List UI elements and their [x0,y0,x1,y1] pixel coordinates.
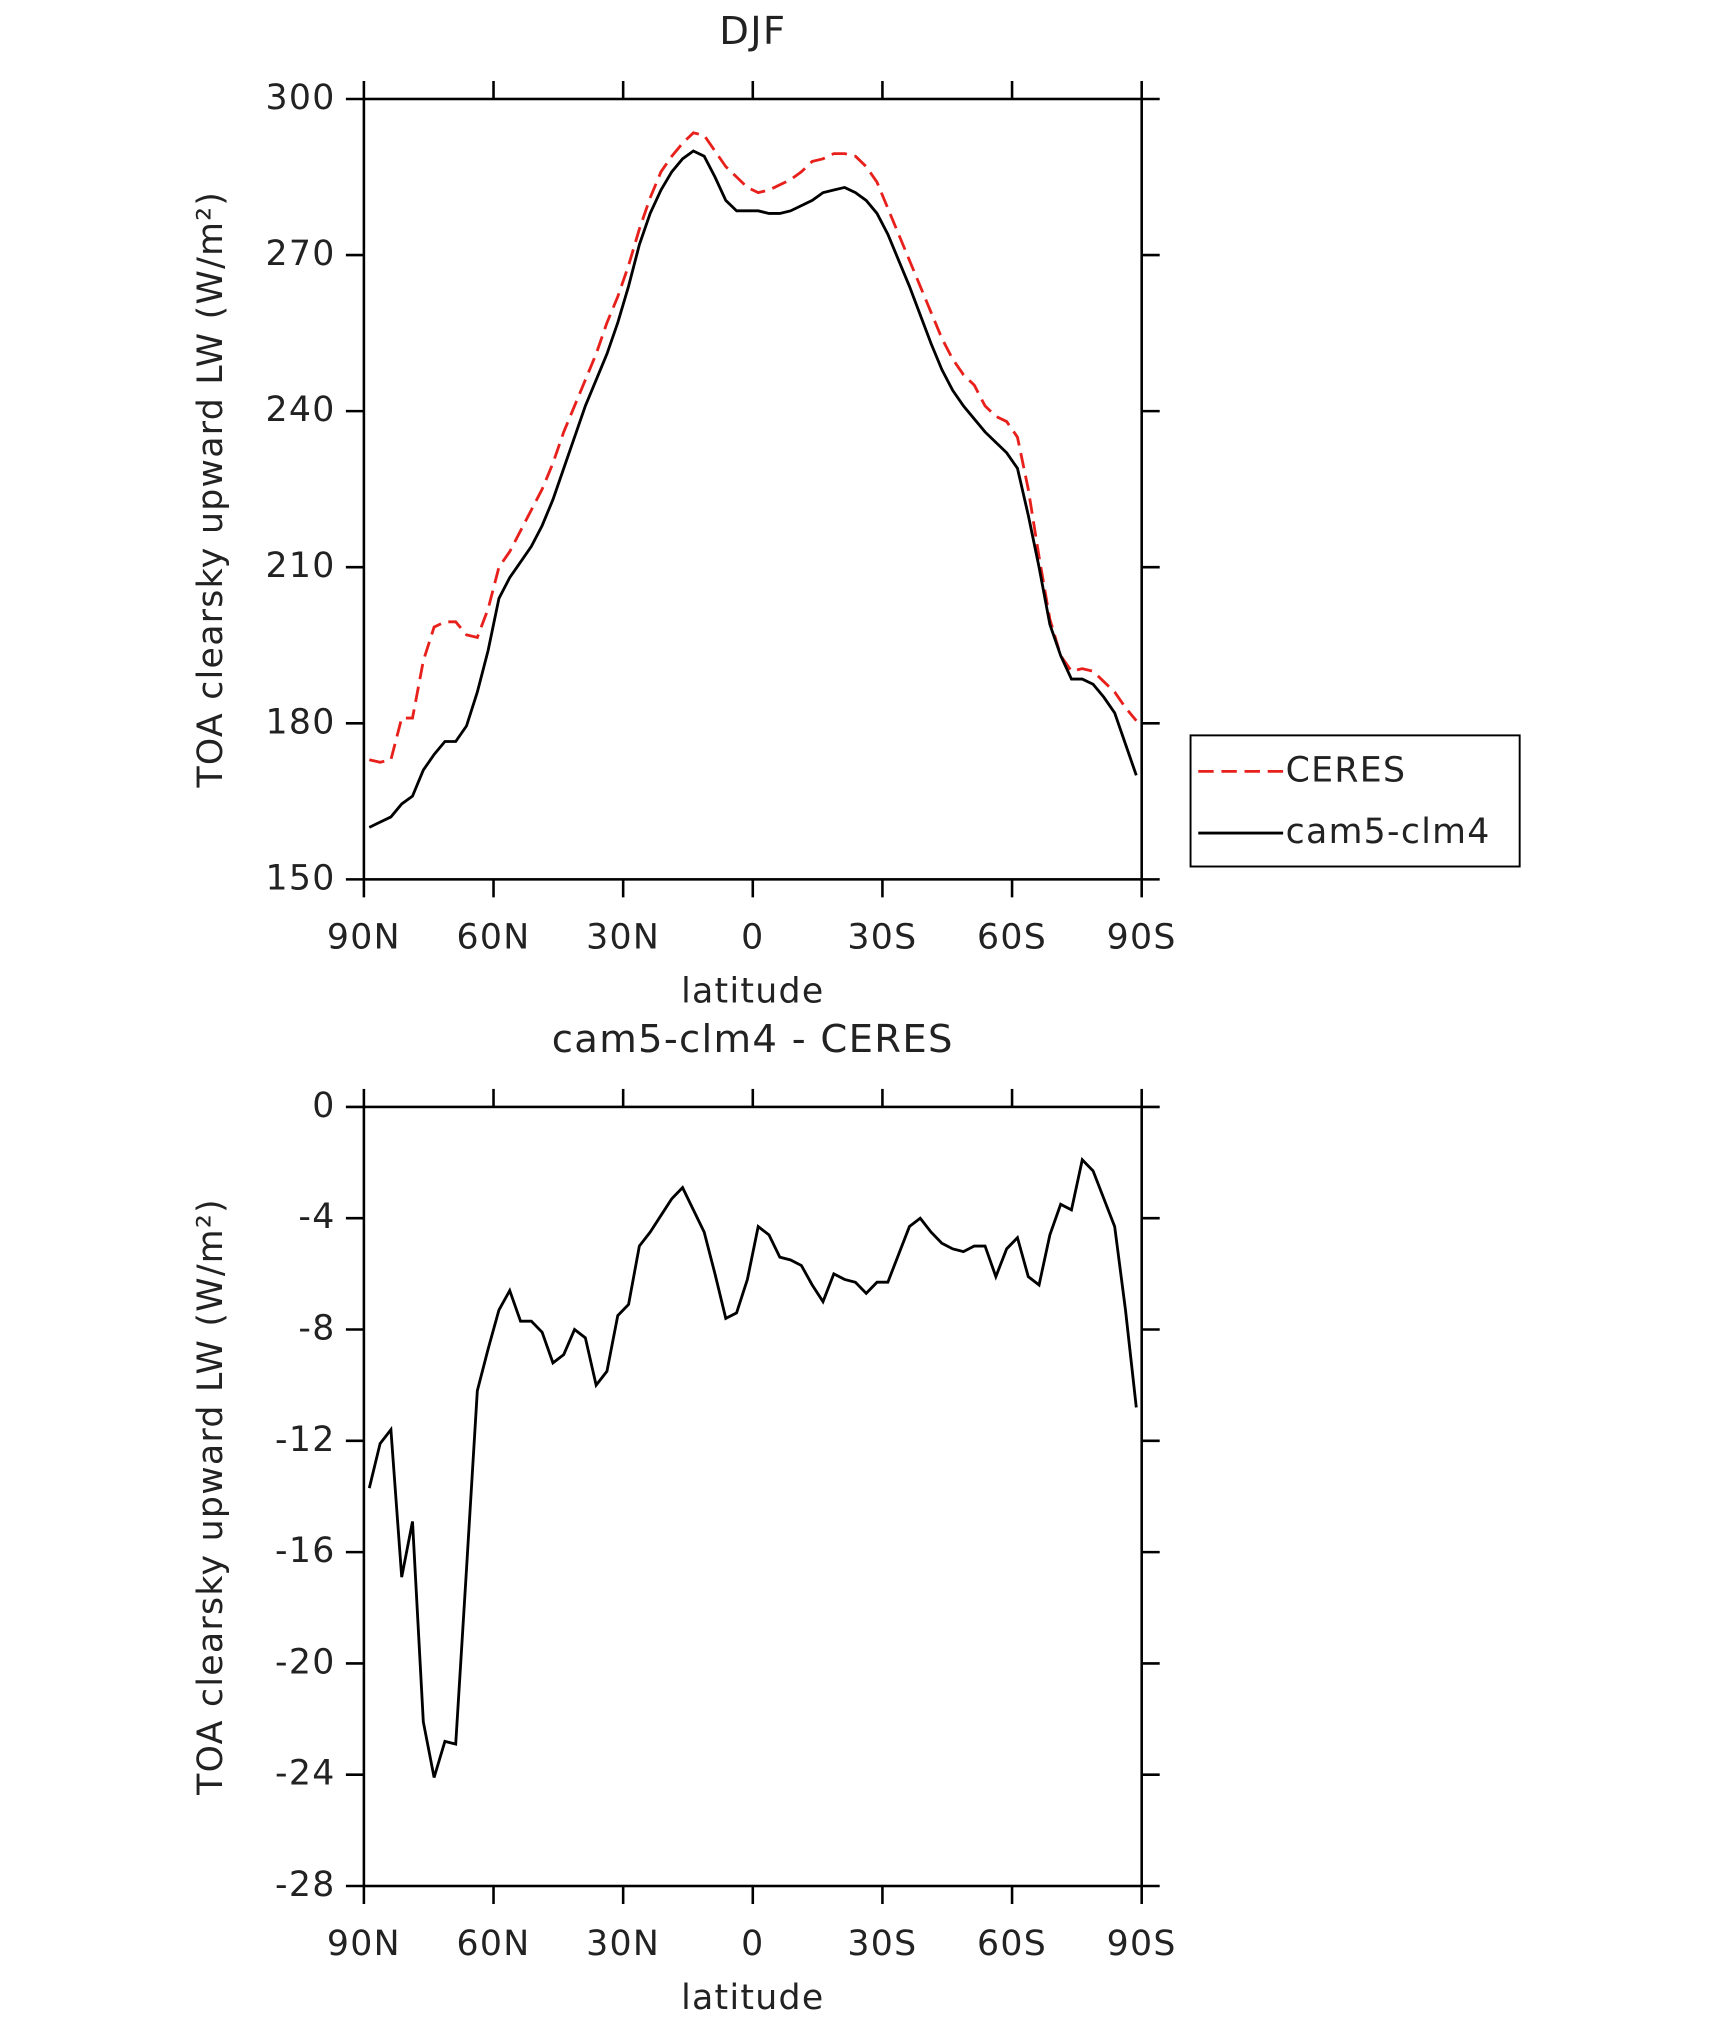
data-line [368,131,1138,764]
y-tick-label: 270 [265,234,335,274]
y-axis-label: TOA clearsky upward LW (W/m²) [191,191,231,789]
y-tick-label: -24 [275,1754,336,1794]
x-tick-label: 30N [586,1924,660,1964]
chart-title: DJF [719,9,786,54]
x-tick-label: 60S [977,1924,1047,1964]
x-tick-label: 0 [741,1924,764,1964]
x-axis-label: latitude [681,1978,824,2018]
x-axis-label: latitude [681,972,824,1012]
x-tick-label: 30N [586,918,660,958]
y-tick-label: -28 [275,1865,336,1905]
y-tick-label: -4 [298,1197,335,1237]
x-tick-label: 90N [327,918,401,958]
x-tick-label: 90S [1107,918,1177,958]
y-tick-label: 180 [265,702,335,742]
y-tick-label: 240 [265,390,335,430]
data-line [368,149,1138,829]
x-tick-label: 30S [847,1924,917,1964]
y-axis-label: TOA clearsky upward LW (W/m²) [191,1198,231,1796]
x-tick-label: 90S [1107,1924,1177,1964]
x-tick-label: 90N [327,1924,401,1964]
y-tick-label: 300 [265,78,335,118]
x-tick-label: 30S [847,918,917,958]
y-tick-label: -16 [275,1531,336,1571]
y-tick-label: 0 [312,1086,335,1126]
legend-label: cam5-clm4 [1286,812,1491,852]
legend-box [1189,734,1521,868]
x-tick-label: 60S [977,918,1047,958]
legend-label: CERES [1286,750,1407,790]
chart-title: cam5-clm4 - CERES [552,1017,954,1062]
y-tick-label: -8 [298,1309,335,1349]
plot-frame [362,97,1143,881]
data-line [367,1156,1138,1778]
x-tick-label: 60N [457,918,531,958]
x-tick-label: 0 [741,918,764,958]
y-tick-label: -12 [275,1420,336,1460]
plot-frame [362,1105,1143,1888]
y-tick-label: -20 [275,1642,336,1682]
y-tick-label: 210 [265,546,335,586]
x-tick-label: 60N [457,1924,531,1964]
y-tick-label: 150 [265,858,335,898]
